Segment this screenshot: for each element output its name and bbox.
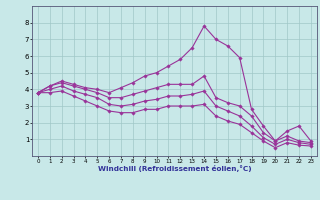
X-axis label: Windchill (Refroidissement éolien,°C): Windchill (Refroidissement éolien,°C) — [98, 165, 251, 172]
